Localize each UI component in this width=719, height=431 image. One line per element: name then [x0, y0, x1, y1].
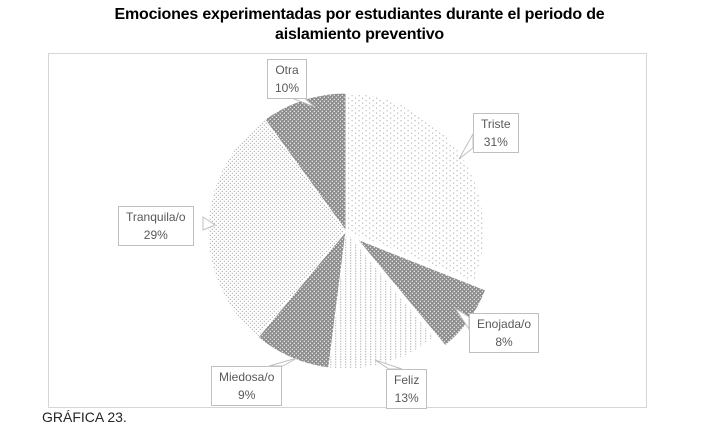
- callout-tranquila: Tranquila/o 29%: [118, 206, 194, 246]
- chart-plot-area: Otra 10% Triste 31% Tranquila/o 29% Enoj…: [48, 53, 647, 409]
- pie-slices-group: [207, 92, 487, 370]
- callout-tranquila-label: Tranquila/o: [126, 210, 186, 224]
- figure-caption: GRÁFICA 23.: [42, 409, 127, 425]
- callout-triste-value: 31%: [483, 135, 508, 149]
- callout-triste: Triste 31%: [473, 113, 519, 153]
- chart-title: Emociones experimentadas por estudiantes…: [0, 5, 719, 45]
- callout-enojada: Enojada/o 8%: [469, 313, 540, 353]
- callout-enojada-value: 8%: [495, 335, 513, 349]
- callout-feliz-label: Feliz: [394, 373, 420, 387]
- callout-otra-value: 10%: [275, 81, 300, 95]
- callout-otra: Otra 10%: [267, 59, 308, 99]
- callout-tranquila-value: 29%: [143, 228, 168, 242]
- callout-miedosa-label: Miedosa/o: [219, 370, 275, 384]
- chart-title-line-2: aislamiento preventivo: [275, 26, 444, 43]
- pie-slice-triste: [345, 92, 485, 283]
- callout-triste-label: Triste: [481, 117, 511, 131]
- callout-feliz-value: 13%: [394, 391, 419, 405]
- callout-otra-label: Otra: [275, 63, 299, 77]
- callout-miedosa: Miedosa/o 9%: [211, 366, 283, 406]
- callout-feliz: Feliz 13%: [386, 369, 428, 409]
- chart-title-line-1: Emociones experimentadas por estudiantes…: [114, 6, 605, 23]
- callout-tail-triste: [458, 132, 474, 160]
- callout-tail-miedosa: [268, 357, 298, 367]
- pie-chart: [202, 92, 487, 370]
- callout-tail-tranquila: [202, 216, 217, 231]
- callout-miedosa-value: 9%: [238, 388, 256, 402]
- callout-enojada-label: Enojada/o: [477, 317, 532, 331]
